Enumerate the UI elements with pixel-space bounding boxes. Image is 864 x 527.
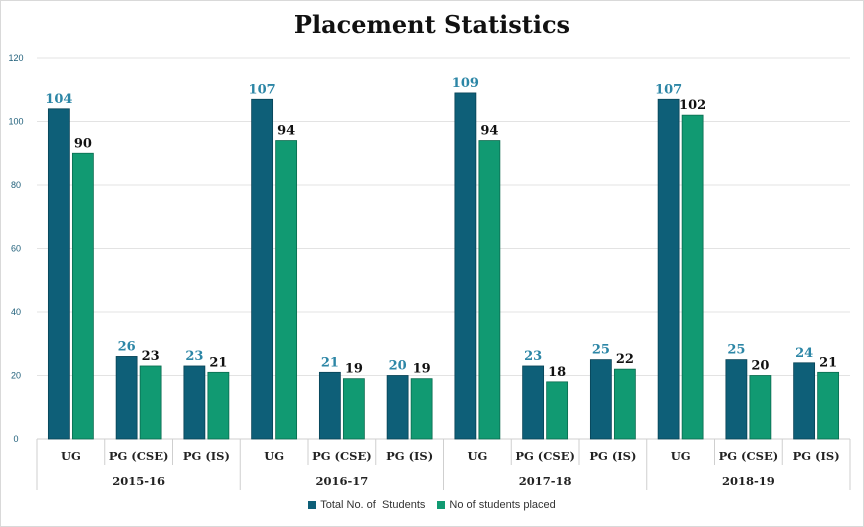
bar — [725, 359, 748, 440]
bar — [47, 108, 70, 440]
y-tick-label: 120 — [8, 53, 23, 63]
legend-swatch — [437, 501, 446, 510]
legend: Total No. of Students No of students plac… — [0, 499, 864, 511]
bar — [522, 365, 545, 440]
legend-item: Total No. of Students — [308, 499, 425, 511]
y-tick-label: 100 — [8, 117, 23, 127]
data-label: 23 — [142, 349, 160, 364]
bar — [386, 375, 409, 440]
category-label: PG (IS) — [793, 449, 840, 463]
bar — [139, 365, 162, 440]
bar — [454, 92, 477, 440]
bar — [71, 152, 94, 440]
bar — [817, 371, 840, 440]
data-label: 94 — [480, 124, 498, 139]
y-tick-label: 40 — [11, 307, 21, 317]
data-label: 24 — [795, 346, 813, 361]
data-label: 21 — [209, 355, 227, 370]
group-label: 2018-19 — [722, 474, 775, 488]
bar — [478, 140, 501, 440]
bar — [410, 378, 433, 440]
category-label: PG (CSE) — [719, 449, 779, 463]
bar — [793, 362, 816, 440]
bar — [207, 371, 230, 440]
data-label: 21 — [819, 355, 837, 370]
data-label: 104 — [45, 92, 72, 107]
data-label: 20 — [751, 359, 769, 374]
data-label: 20 — [389, 359, 407, 374]
group-label: 2015-16 — [112, 474, 165, 488]
bar — [681, 114, 704, 440]
y-tick-label: 80 — [11, 180, 21, 190]
category-label: PG (CSE) — [109, 449, 169, 463]
y-tick-label: 0 — [13, 434, 18, 444]
category-label: UG — [671, 449, 691, 463]
bar — [183, 365, 206, 440]
legend-swatch — [308, 501, 317, 510]
group-label: 2017-18 — [519, 474, 572, 488]
data-label: 107 — [655, 82, 682, 97]
legend-label: Total No. of Students — [320, 499, 426, 511]
data-label: 94 — [277, 124, 295, 139]
bar — [749, 375, 772, 440]
data-label: 26 — [118, 339, 136, 354]
bar — [613, 368, 636, 440]
data-label: 23 — [524, 349, 542, 364]
data-label: 22 — [616, 352, 634, 367]
bar — [251, 98, 274, 440]
y-tick-label: 20 — [11, 371, 21, 381]
chart-title: Placement Statistics — [293, 10, 571, 39]
bar — [657, 98, 680, 440]
legend-label: No of students placed — [449, 499, 556, 511]
category-label: PG (IS) — [386, 449, 433, 463]
data-label: 19 — [413, 362, 431, 377]
legend-item: No of students placed — [437, 499, 556, 511]
category-label: UG — [264, 449, 284, 463]
data-label: 19 — [345, 362, 363, 377]
bar — [589, 359, 612, 440]
data-label: 23 — [185, 349, 203, 364]
data-label: 90 — [74, 136, 92, 151]
data-label: 102 — [679, 98, 706, 113]
bar — [318, 371, 341, 440]
group-label: 2016-17 — [315, 474, 368, 488]
data-label: 107 — [249, 82, 276, 97]
data-label: 25 — [592, 343, 610, 358]
category-label: PG (CSE) — [515, 449, 575, 463]
category-label: PG (IS) — [589, 449, 636, 463]
category-label: UG — [467, 449, 487, 463]
bar — [115, 356, 138, 440]
data-label: 18 — [548, 365, 566, 380]
bar — [275, 140, 298, 440]
category-label: PG (IS) — [183, 449, 230, 463]
data-label: 21 — [321, 355, 339, 370]
data-label: 25 — [727, 343, 745, 358]
data-label: 109 — [452, 76, 479, 91]
category-label: PG (CSE) — [312, 449, 372, 463]
bar — [342, 378, 365, 440]
category-label: UG — [61, 449, 81, 463]
bar — [546, 381, 569, 440]
y-tick-label: 60 — [11, 244, 21, 254]
